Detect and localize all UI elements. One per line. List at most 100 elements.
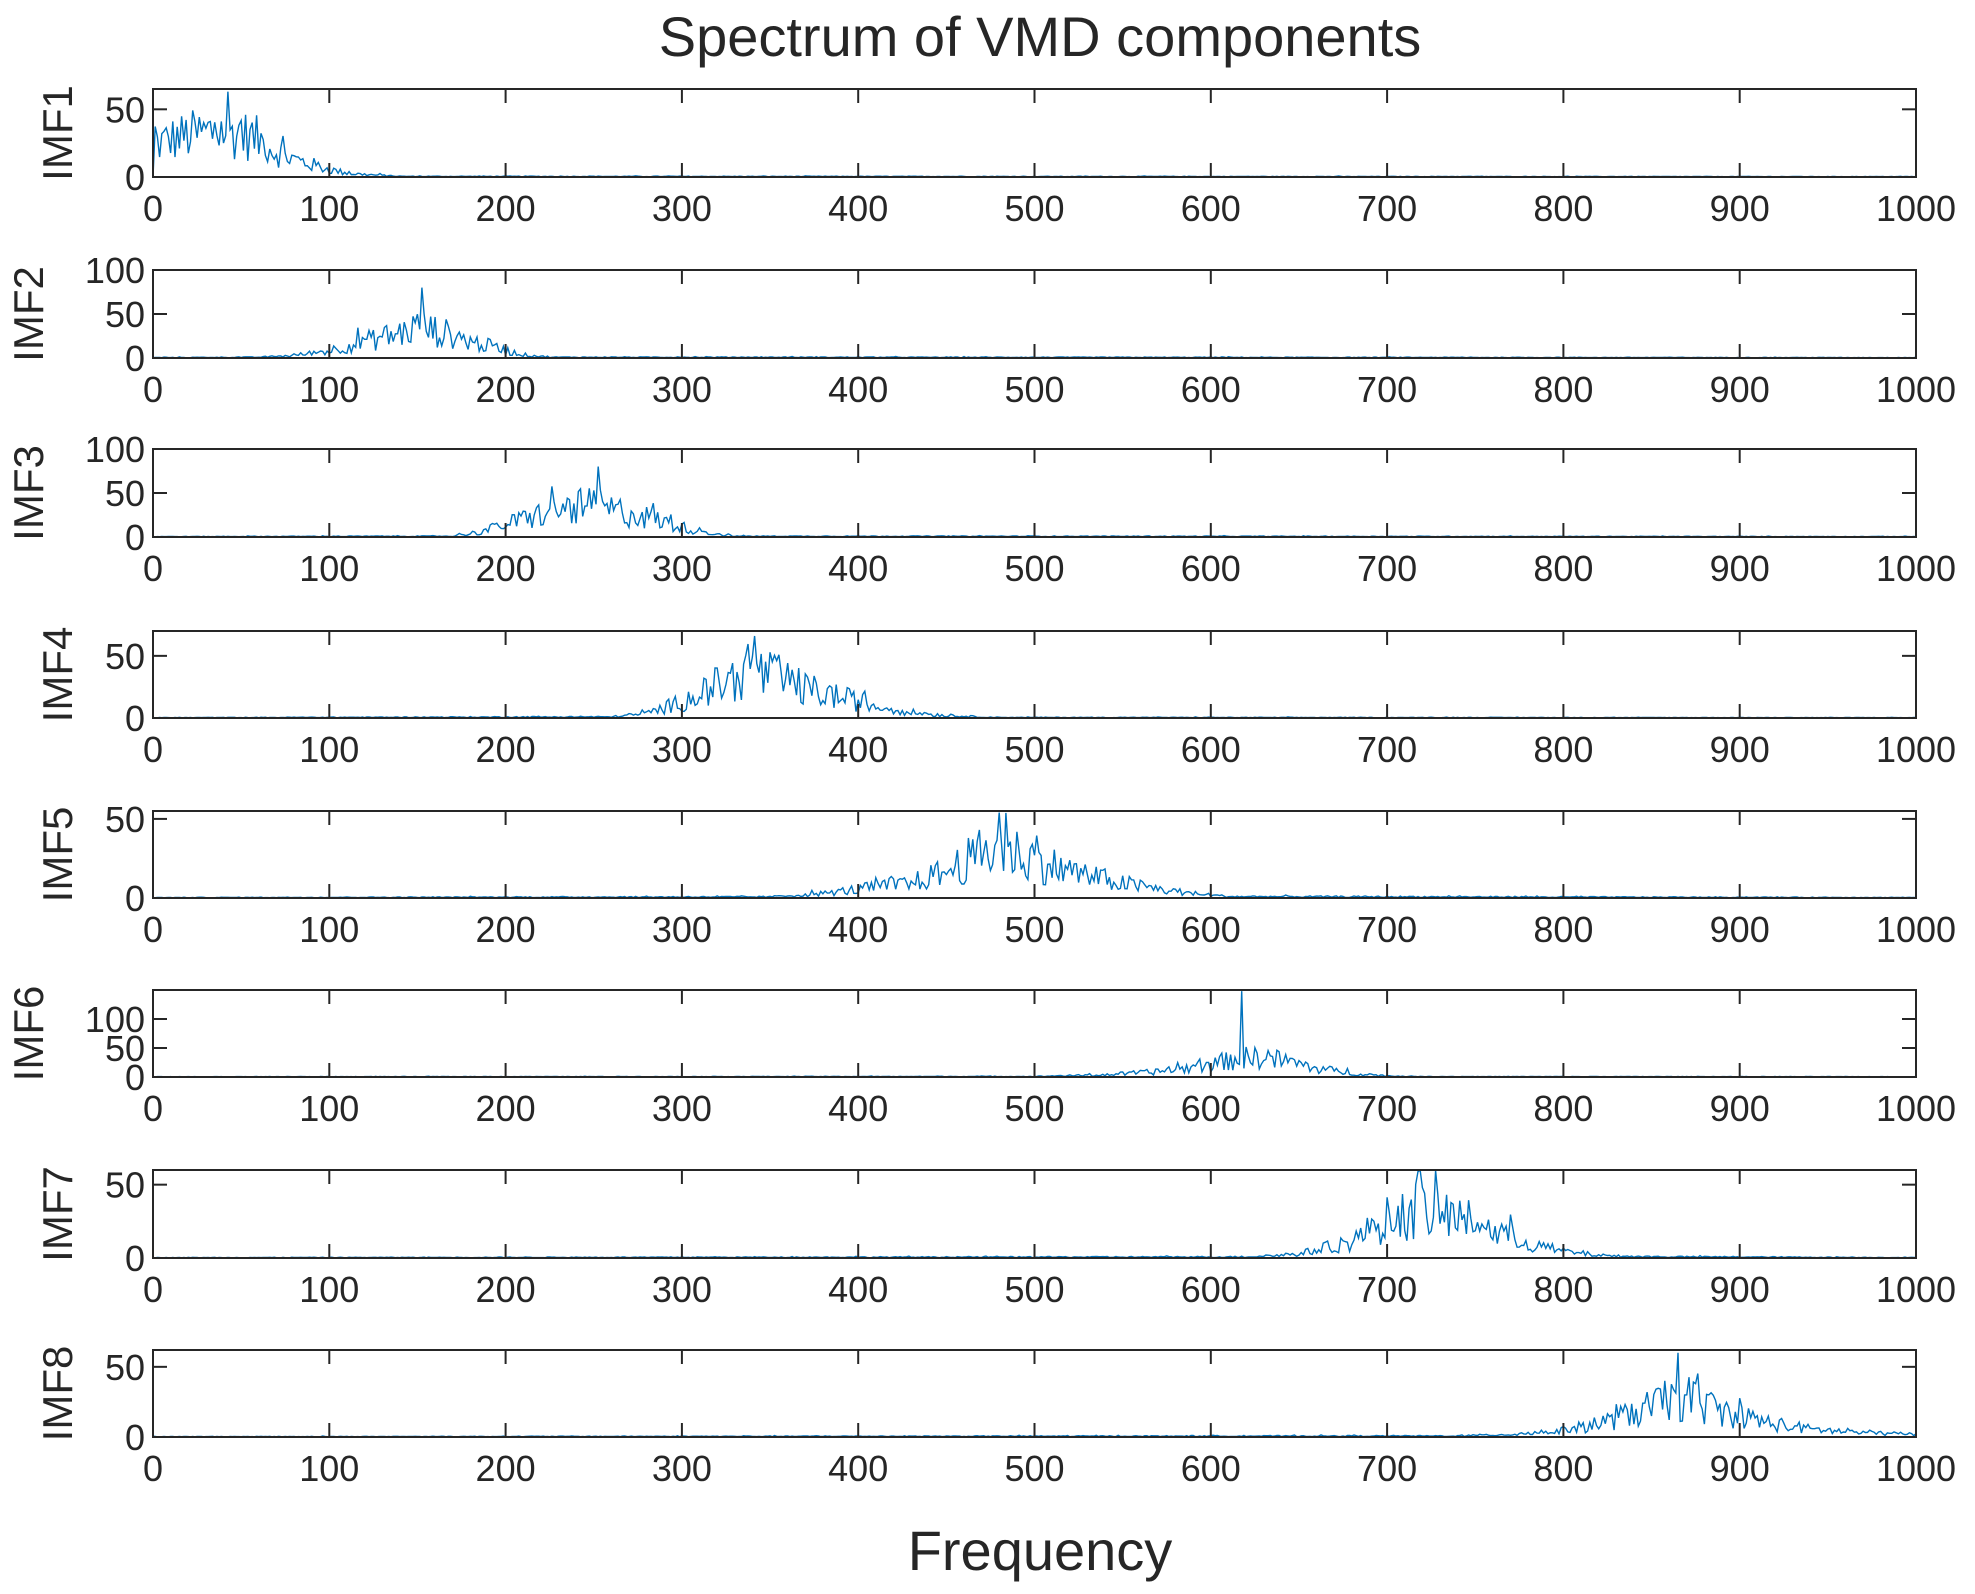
y-tick-label: 0: [125, 1417, 145, 1458]
x-tick-label: 100: [299, 1448, 359, 1489]
x-tick-label: 400: [828, 188, 888, 229]
x-tick-label: 600: [1181, 1088, 1241, 1129]
x-tick-label: 600: [1181, 1269, 1241, 1310]
y-tick-label: 50: [105, 799, 145, 840]
x-tick-label: 500: [1004, 1448, 1064, 1489]
x-tick-label: 800: [1533, 909, 1593, 950]
y-tick-label: 100: [85, 999, 145, 1040]
x-tick-label: 100: [299, 1088, 359, 1129]
x-tick-label: 200: [476, 1088, 536, 1129]
x-tick-label: 700: [1357, 1269, 1417, 1310]
x-tick-label: 300: [652, 1448, 712, 1489]
x-tick-label: 700: [1357, 1088, 1417, 1129]
x-tick-label: 0: [143, 369, 163, 410]
x-tick-label: 300: [652, 188, 712, 229]
x-tick-label: 500: [1004, 1088, 1064, 1129]
y-tick-label: 0: [125, 338, 145, 379]
x-tick-label: 800: [1533, 1269, 1593, 1310]
subplot-grid: 0 100 200 300 400 500 600 700 800 900 1000050IMF10…: [5, 85, 1956, 1489]
x-tick-label: 500: [1004, 188, 1064, 229]
x-tick-label: 700: [1357, 188, 1417, 229]
y-tick-label: 0: [125, 1238, 145, 1279]
x-tick-label: 200: [476, 188, 536, 229]
x-tick-label: 1000: [1876, 548, 1956, 589]
x-tick-label: 1000: [1876, 909, 1956, 950]
y-tick-label: 50: [105, 294, 145, 335]
x-tick-label: 700: [1357, 729, 1417, 770]
x-tick-label: 300: [652, 548, 712, 589]
x-tick-label: 200: [476, 1448, 536, 1489]
x-tick-label: 500: [1004, 369, 1064, 410]
y-tick-label: 50: [105, 1347, 145, 1388]
x-tick-label: 400: [828, 1448, 888, 1489]
x-tick-label: 300: [652, 909, 712, 950]
x-tick-label: 0: [143, 909, 163, 950]
x-tick-label: 1000: [1876, 369, 1956, 410]
x-tick-label: 0: [143, 1448, 163, 1489]
x-tick-label: 800: [1533, 1088, 1593, 1129]
y-axis-label: IMF7: [34, 1166, 81, 1262]
x-tick-label: 400: [828, 369, 888, 410]
x-tick-label: 900: [1710, 1088, 1770, 1129]
x-tick-label: 100: [299, 729, 359, 770]
x-tick-label: 100: [299, 369, 359, 410]
x-tick-label: 300: [652, 1269, 712, 1310]
y-axis-label: IMF1: [34, 85, 81, 181]
x-tick-label: 200: [476, 729, 536, 770]
x-tick-label: 1000: [1876, 188, 1956, 229]
y-axis-label: IMF5: [34, 807, 81, 903]
x-tick-label: 700: [1357, 369, 1417, 410]
x-tick-label: 100: [299, 909, 359, 950]
chart-title: Spectrum of VMD components: [659, 5, 1422, 68]
x-tick-label: 100: [299, 548, 359, 589]
y-axis-label: IMF4: [34, 627, 81, 723]
x-tick-label: 500: [1004, 548, 1064, 589]
y-tick-label: 0: [125, 698, 145, 739]
x-tick-label: 800: [1533, 548, 1593, 589]
subplot-imf8: 0 100 200 300 400 500 600 700 800 900 1000 0 50 IMF8: [34, 1346, 1956, 1489]
y-axis-label: IMF2: [5, 266, 52, 362]
x-tick-label: 600: [1181, 1448, 1241, 1489]
x-axis-label: Frequency: [908, 1519, 1173, 1582]
x-tick-label: 200: [476, 909, 536, 950]
x-tick-label: 500: [1004, 1269, 1064, 1310]
x-tick-label: 800: [1533, 188, 1593, 229]
x-tick-label: 1000: [1876, 1269, 1956, 1310]
subplot-imf4: 0 100 200 300 400 500 600 700 800 900 1000 0 50 IMF4: [34, 627, 1956, 770]
y-tick-label: 0: [125, 517, 145, 558]
y-tick-label: 50: [105, 1028, 145, 1069]
y-tick-label: 50: [105, 1165, 145, 1206]
x-tick-label: 400: [828, 729, 888, 770]
x-tick-label: 400: [828, 548, 888, 589]
subplot-imf3: 0 100 200 300 400 500 600 700 800 900 1000050100IM…: [5, 429, 1956, 589]
x-tick-label: 400: [828, 1088, 888, 1129]
x-tick-label: 500: [1004, 909, 1064, 950]
x-tick-label: 600: [1181, 369, 1241, 410]
x-tick-label: 600: [1181, 548, 1241, 589]
x-tick-label: 400: [828, 909, 888, 950]
x-tick-label: 900: [1710, 729, 1770, 770]
x-tick-label: 400: [828, 1269, 888, 1310]
x-tick-label: 600: [1181, 909, 1241, 950]
x-tick-label: 300: [652, 729, 712, 770]
x-tick-label: 900: [1710, 1448, 1770, 1489]
subplot-imf6: 0 100 200 300 400 500 600 700 800 900 1000050100IM…: [5, 986, 1956, 1129]
y-tick-label: 100: [85, 429, 145, 470]
x-tick-label: 0: [143, 1088, 163, 1129]
x-tick-label: 800: [1533, 729, 1593, 770]
x-tick-label: 200: [476, 369, 536, 410]
y-tick-label: 0: [125, 1057, 145, 1098]
y-axis-label: IMF6: [5, 986, 52, 1082]
x-tick-label: 700: [1357, 548, 1417, 589]
subplot-imf2: 0 100 200 300 400 500 600 700 800 900 1000050100IM…: [5, 250, 1956, 410]
y-tick-label: 50: [105, 473, 145, 514]
x-tick-label: 300: [652, 369, 712, 410]
x-tick-label: 600: [1181, 729, 1241, 770]
y-tick-label: 0: [125, 157, 145, 198]
y-tick-label: 0: [125, 878, 145, 919]
y-axis-label: IMF8: [34, 1346, 81, 1442]
x-tick-label: 700: [1357, 909, 1417, 950]
x-tick-label: 300: [652, 1088, 712, 1129]
x-tick-label: 0: [143, 188, 163, 229]
subplot-imf5: 0 100 200 300 400 500 600 700 800 900 1000 0 50 IMF5: [34, 799, 1956, 950]
